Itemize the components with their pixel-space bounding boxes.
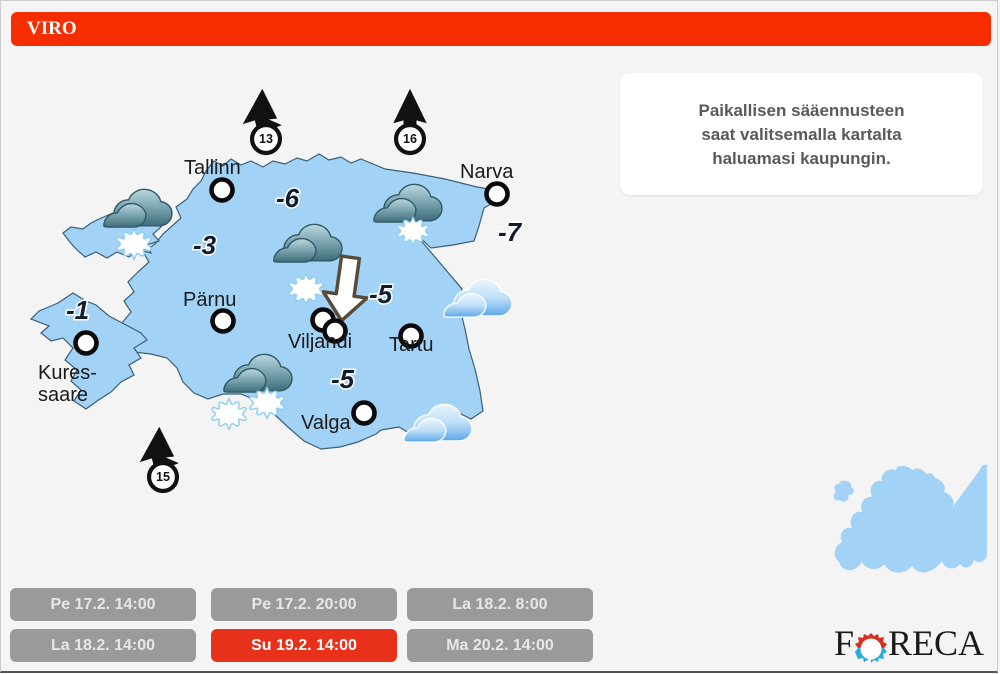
svg-text:Valga: Valga xyxy=(301,412,352,434)
svg-text:16: 16 xyxy=(403,132,417,146)
svg-text:-6: -6 xyxy=(276,183,300,213)
svg-text:Tallinn: Tallinn xyxy=(184,157,241,179)
svg-text:-5: -5 xyxy=(369,279,393,309)
svg-text:saare: saare xyxy=(38,384,88,406)
svg-text:-1: -1 xyxy=(66,295,89,325)
svg-text:Viljandi: Viljandi xyxy=(288,331,352,353)
svg-text:Pärnu: Pärnu xyxy=(183,289,236,311)
svg-text:-7: -7 xyxy=(498,217,523,247)
svg-text:13: 13 xyxy=(259,132,273,146)
svg-text:-5: -5 xyxy=(331,364,355,394)
svg-text:Tartu: Tartu xyxy=(389,334,433,356)
svg-text:15: 15 xyxy=(156,470,170,484)
svg-text:Kures-: Kures- xyxy=(38,362,97,384)
svg-text:Narva: Narva xyxy=(460,161,514,183)
svg-text:-3: -3 xyxy=(193,230,217,260)
